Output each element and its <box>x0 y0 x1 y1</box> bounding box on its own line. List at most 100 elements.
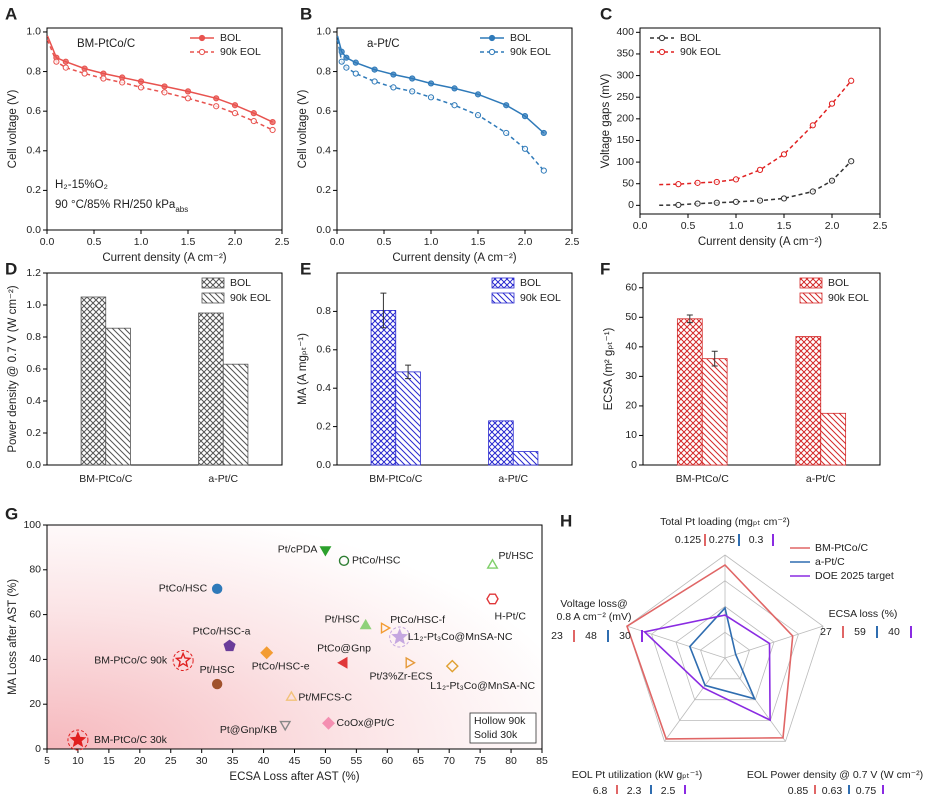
x-tick-label: 20 <box>134 755 146 767</box>
series-marker <box>390 71 397 78</box>
series-marker <box>694 179 701 186</box>
series-marker <box>713 178 720 186</box>
series-line <box>659 80 852 186</box>
bar <box>820 412 847 466</box>
bar <box>795 336 822 466</box>
series-marker <box>756 166 764 173</box>
x-tick-label: 2.5 <box>565 236 580 248</box>
x-tick-label: 1.5 <box>777 220 792 232</box>
panel-letter: C <box>600 4 612 23</box>
legend-label: 90k EOL <box>510 46 551 58</box>
x-tick-label: a-Pt/C <box>806 473 836 485</box>
y-tick-label: 150 <box>616 134 634 146</box>
y-tick-label: 0.6 <box>26 363 41 375</box>
series-marker <box>848 158 855 165</box>
series-marker <box>503 102 510 109</box>
point-label: PtCo/HSC <box>352 555 401 567</box>
x-tick-label: 1.0 <box>424 236 439 248</box>
highlight-ring <box>172 650 194 672</box>
series-marker <box>137 78 145 85</box>
legend-label: BOL <box>230 277 251 289</box>
point-label: Pt/HSC <box>325 614 360 626</box>
legend-box <box>469 712 537 744</box>
series-marker <box>848 77 855 84</box>
x-axis-label: Current density (A cm⁻²) <box>698 236 822 248</box>
series-marker <box>269 126 276 134</box>
point-label: PtCo/HSC-f <box>390 614 445 626</box>
y-axis-label: ECSA (m² gₚₜ⁻¹) <box>603 327 615 410</box>
plot-frame <box>642 272 881 466</box>
scatter-point <box>319 546 332 557</box>
radar-value: 0.125 <box>675 534 701 546</box>
series-marker <box>250 117 257 125</box>
x-tick-label: 65 <box>412 755 424 767</box>
series-marker <box>352 59 359 66</box>
series-marker <box>338 48 345 55</box>
x-tick-label: 55 <box>351 755 363 767</box>
y-tick-label: 40 <box>29 653 41 665</box>
series-marker <box>81 70 88 77</box>
bar <box>222 363 249 466</box>
panel-letter: E <box>300 259 311 278</box>
y-tick-label: 0.4 <box>26 145 41 157</box>
x-tick-label: 0.0 <box>40 236 55 248</box>
point-label: H-Pt/C <box>495 611 527 623</box>
value-marker <box>650 785 652 794</box>
series-marker <box>62 64 69 71</box>
legend-swatch <box>799 277 823 289</box>
value-marker <box>616 785 618 794</box>
radar-value: 0.63 <box>822 785 843 794</box>
value-marker <box>876 626 878 638</box>
legend-marker <box>198 48 206 56</box>
point-label: Pt/MFCS-C <box>298 691 352 703</box>
radar-value: 30 <box>619 630 631 642</box>
scatter-point <box>486 593 499 605</box>
legend-note: Solid 30k <box>474 729 518 741</box>
series-marker <box>53 58 60 65</box>
series-marker <box>231 110 239 117</box>
y-tick-label: 300 <box>616 69 634 81</box>
series-marker <box>161 89 168 96</box>
annotation: H₂-15%O₂ <box>55 179 108 191</box>
x-tick-label: a-Pt/C <box>498 473 528 485</box>
x-tick-label: 1.5 <box>181 236 196 248</box>
legend-label: BOL <box>520 277 541 289</box>
bar <box>105 327 131 466</box>
y-tick-label: 400 <box>616 26 634 38</box>
x-axis-label: Current density (A cm⁻²) <box>392 252 516 264</box>
inset-title: BM-PtCo/C <box>77 38 135 50</box>
series-marker <box>409 75 416 82</box>
point-label: BM-PtCo/C 90k <box>94 654 168 666</box>
series-marker <box>184 95 192 102</box>
series-marker <box>809 188 816 195</box>
y-tick-label: 10 <box>625 429 637 441</box>
legend-label: a-Pt/C <box>815 556 845 568</box>
y-axis-label: Power density @ 0.7 V (W cm⁻²) <box>7 285 19 452</box>
x-axis-label: ECSA Loss after AST (%) <box>229 771 359 783</box>
radar-series <box>626 563 794 740</box>
legend-swatch <box>491 292 515 304</box>
series-marker <box>213 103 220 110</box>
radar-value: 0.275 <box>709 534 735 546</box>
bar <box>80 296 107 466</box>
series-marker <box>521 145 529 152</box>
series-marker <box>756 197 764 204</box>
x-tick-label: 1.0 <box>729 220 744 232</box>
value-marker <box>641 630 643 642</box>
legend-label: BOL <box>828 277 849 289</box>
y-tick-label: 0 <box>631 459 637 471</box>
panel-letter: H <box>560 511 572 530</box>
series-marker <box>184 88 192 95</box>
legend-label: 90k EOL <box>680 46 721 58</box>
series-line <box>659 160 852 207</box>
series-marker <box>474 112 482 119</box>
series-marker <box>100 75 107 82</box>
scatter-point <box>445 659 459 673</box>
y-tick-label: 0.8 <box>316 305 331 317</box>
point-label: BM-PtCo/C 30k <box>94 734 168 746</box>
scatter-point <box>223 639 236 652</box>
panel-letter: B <box>300 4 312 23</box>
series-marker <box>713 199 720 206</box>
x-tick-label: BM-PtCo/C <box>369 473 423 485</box>
x-tick-label: 5 <box>44 755 50 767</box>
